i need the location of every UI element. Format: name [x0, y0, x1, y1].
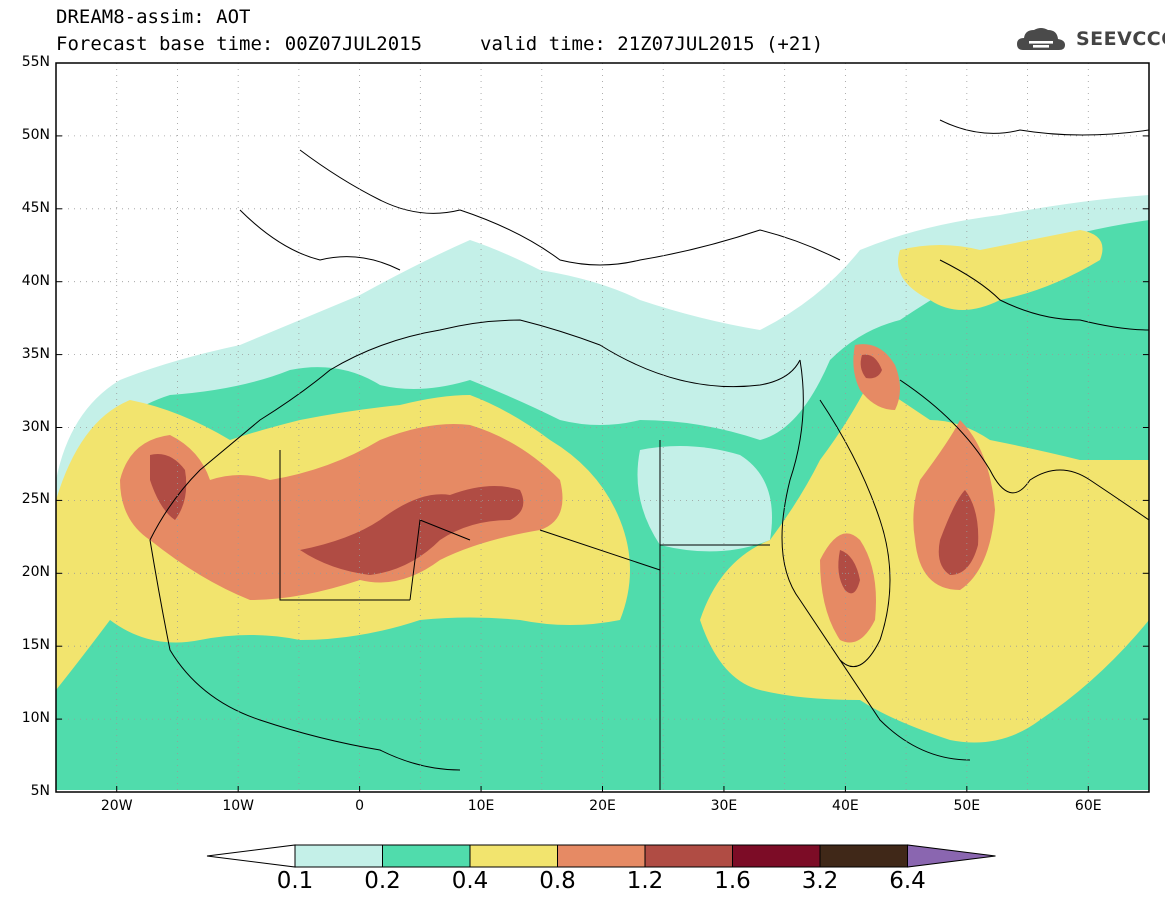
- lat-label: 5N: [30, 783, 50, 799]
- colorbar-label: 0.2: [364, 868, 401, 894]
- valid-time: valid time: 21Z07JUL2015 (+21): [480, 33, 824, 55]
- lat-label: 15N: [21, 637, 50, 654]
- colorbar-label: 1.2: [626, 868, 664, 894]
- colorbar-swatch: [382, 844, 471, 868]
- colorbar-swatch: [557, 844, 646, 868]
- lon-label: 20E: [589, 798, 616, 814]
- colorbar: [206, 844, 996, 868]
- lat-label: 40N: [21, 272, 50, 289]
- lat-label: 35N: [21, 345, 50, 362]
- colorbar-swatch: [819, 844, 908, 868]
- grid-lines: [56, 63, 1149, 792]
- logo-text: SEEVCCC: [1076, 28, 1165, 50]
- lat-label: 20N: [21, 564, 50, 581]
- colorbar-min-arrow: [206, 844, 296, 868]
- map-title: DREAM8-assim: AOT: [56, 6, 251, 28]
- colorbar-max-arrow: [907, 844, 996, 868]
- colorbar-label: 0.1: [276, 868, 314, 894]
- colorbar-swatch: [732, 844, 821, 868]
- forecast-base-time: Forecast base time: 00Z07JUL2015: [56, 33, 423, 55]
- lon-label: 20W: [100, 798, 133, 814]
- lon-label: 40E: [832, 798, 859, 814]
- colorbar-label: 3.2: [801, 868, 839, 894]
- cloud-icon: [1017, 28, 1065, 50]
- colorbar-label: 0.8: [539, 868, 576, 894]
- lat-label: 25N: [21, 491, 50, 508]
- lat-label: 10N: [21, 710, 50, 727]
- colorbar-label: 1.6: [714, 868, 751, 894]
- colorbar-label: 6.4: [889, 868, 926, 894]
- lon-label: 0: [355, 798, 365, 814]
- lat-label: 30N: [21, 418, 50, 435]
- lat-label: 50N: [21, 126, 50, 143]
- colorbar-swatch: [469, 844, 558, 868]
- colorbar-label: 0.4: [451, 868, 489, 894]
- colorbar-swatch: [644, 844, 733, 868]
- lon-label: 50E: [953, 798, 981, 814]
- aot-shading: [56, 195, 1149, 790]
- lon-label: 10W: [222, 798, 254, 814]
- lon-label: 30E: [710, 798, 738, 814]
- lon-label: 10E: [467, 798, 495, 814]
- lon-label: 60E: [1074, 798, 1102, 814]
- colorbar-swatch: [294, 844, 383, 868]
- lat-label: 45N: [21, 199, 50, 216]
- lat-label: 55N: [21, 54, 50, 70]
